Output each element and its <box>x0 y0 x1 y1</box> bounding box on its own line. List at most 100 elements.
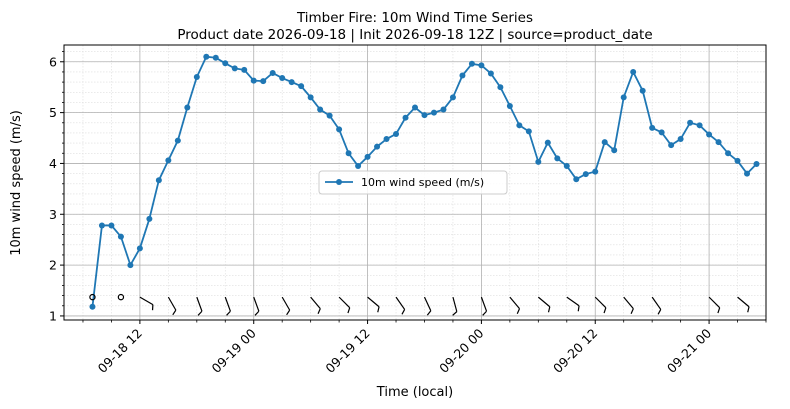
wind-barb-shaft <box>509 296 520 310</box>
chart-subtitle: Product date 2026-09-18 | Init 2026-09-1… <box>177 27 652 43</box>
wind-barb-flag <box>452 311 458 316</box>
legend: 10m wind speed (m/s) <box>318 170 508 195</box>
data-point <box>241 66 248 73</box>
wind-barb <box>224 296 231 316</box>
wind-barb-shaft <box>594 296 607 309</box>
x-tick-label: 09-20 12 <box>550 326 600 376</box>
wind-barb-shaft <box>423 296 432 311</box>
data-point <box>108 222 115 229</box>
wind-barb-flag <box>172 309 177 316</box>
wind-barb <box>623 296 634 314</box>
calm-wind-marker <box>117 293 125 301</box>
data-point <box>298 83 305 90</box>
data-point <box>155 177 162 184</box>
data-point <box>127 262 134 269</box>
wind-barb-flag <box>254 310 260 316</box>
calm-wind-marker <box>89 293 96 301</box>
wind-barb <box>139 296 154 311</box>
wind-barb-shaft <box>367 296 380 308</box>
wind-barb <box>566 296 580 312</box>
data-point <box>516 122 523 129</box>
wind-barb <box>423 296 432 316</box>
data-point <box>326 112 333 119</box>
data-point <box>734 157 741 164</box>
x-tick-label: 09-18 12 <box>95 326 145 376</box>
data-point <box>412 104 418 111</box>
wind-barb <box>480 296 488 316</box>
data-point <box>630 68 637 75</box>
data-point <box>620 94 627 101</box>
data-point <box>658 129 665 136</box>
plot-area <box>89 53 760 316</box>
wind-barb-shaft <box>338 296 351 309</box>
data-point <box>222 60 229 67</box>
data-point <box>355 162 362 169</box>
data-point <box>317 106 324 113</box>
wind-barb-shaft <box>480 296 488 312</box>
data-point <box>639 87 646 94</box>
data-point <box>563 162 570 169</box>
data-point <box>753 160 760 167</box>
data-point <box>146 215 153 222</box>
x-tick-label: 09-19 12 <box>322 326 372 376</box>
wind-barb-flag <box>226 310 231 316</box>
x-tick-label: 09-20 00 <box>436 325 486 375</box>
data-point <box>250 77 257 84</box>
wind-barb <box>196 296 203 316</box>
y-tick-label: 6 <box>49 54 57 69</box>
wind-barb-flag <box>577 305 580 312</box>
data-point <box>336 126 343 133</box>
plot-frame <box>63 44 767 321</box>
wind-barb-shaft <box>139 296 154 306</box>
data-point <box>430 109 437 116</box>
wind-barb <box>708 296 721 314</box>
data-point <box>544 139 551 146</box>
x-axis-label: Time (local) <box>376 385 453 400</box>
x-tick-label: 09-21 00 <box>664 325 714 375</box>
data-point <box>212 54 219 61</box>
data-point <box>725 150 732 157</box>
data-point <box>117 233 124 240</box>
data-point <box>98 222 105 229</box>
wind-barb-flag <box>717 307 721 314</box>
data-point <box>706 131 713 138</box>
data-point <box>203 53 210 60</box>
wind-barb <box>737 296 750 313</box>
data-point <box>231 65 238 72</box>
y-tick-label: 5 <box>49 105 57 120</box>
data-point <box>383 136 390 143</box>
wind-barb <box>281 296 291 316</box>
wind-barb-shaft <box>708 296 721 309</box>
y-tick-label: 3 <box>49 207 57 222</box>
data-point <box>649 124 656 131</box>
y-tick-label: 1 <box>49 308 57 323</box>
data-point <box>288 79 295 86</box>
wind-barb <box>537 296 551 313</box>
data-point <box>677 136 684 143</box>
wind-barbs <box>89 293 750 316</box>
wind-barb-shaft <box>253 296 260 312</box>
data-point <box>744 170 751 177</box>
wind-barb-flag <box>317 308 321 314</box>
wind-barb-flag <box>603 307 607 314</box>
wind-barb-flag <box>426 310 432 316</box>
data-point <box>497 84 504 91</box>
wind-barb-shaft <box>537 296 551 308</box>
wind-barb-shaft <box>167 296 177 311</box>
data-point <box>525 128 532 135</box>
x-axis-ticks: 09-18 12 09-19 00 09-19 12 09-20 00 09-20 12… <box>82 320 767 376</box>
data-point <box>136 245 143 252</box>
data-point <box>89 303 96 310</box>
data-point <box>696 122 703 129</box>
data-point <box>601 139 608 146</box>
wind-barb-flag <box>657 309 662 315</box>
wind-speed-points <box>89 53 760 310</box>
wind-barb-flag <box>401 309 406 315</box>
chart-title: Timber Fire: 10m Wind Time Series <box>296 10 533 26</box>
wind-barb-shaft <box>224 296 231 312</box>
y-tick-label: 4 <box>49 156 57 171</box>
data-point <box>478 62 485 69</box>
data-point <box>573 176 580 183</box>
wind-barb-flag <box>516 308 521 314</box>
